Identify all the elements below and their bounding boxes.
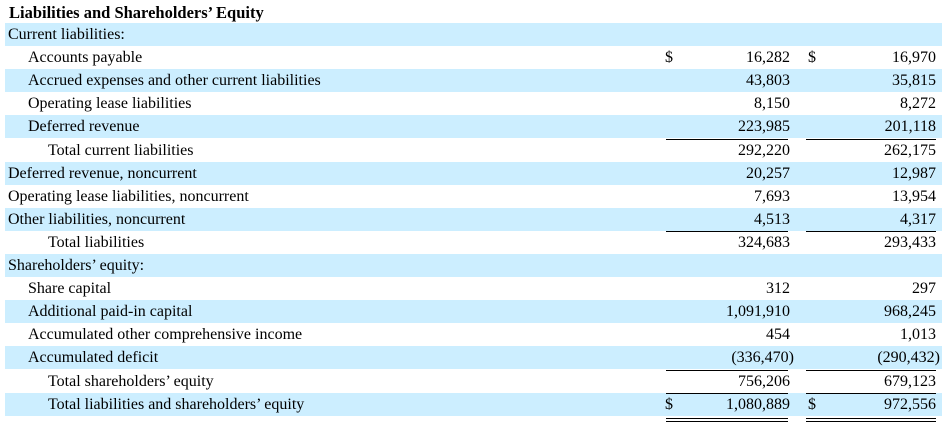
- row-label: Total liabilities and shareholders’ equi…: [48, 396, 305, 413]
- row-label: Accrued expenses and other current liabi…: [28, 72, 321, 89]
- table-row: Accounts payable $ 16,282 $ 16,970: [5, 46, 942, 69]
- table-row: Other liabilities, noncurrent 4,513 4,31…: [5, 208, 942, 231]
- value-current-year: 1,091,910: [726, 303, 790, 320]
- value-prior-year: 679,123: [884, 373, 936, 390]
- subtotal-rule: [806, 393, 936, 394]
- table-row: Total liabilities and shareholders’ equi…: [5, 393, 942, 416]
- value-current-year: 223,985: [738, 118, 790, 135]
- row-label: Other liabilities, noncurrent: [8, 211, 186, 228]
- section-title: Liabilities and Shareholders’ Equity: [9, 3, 264, 22]
- value-prior-year: (290,432): [877, 349, 940, 366]
- subtotal-rule: [806, 231, 936, 232]
- value-current-year: 7,693: [754, 188, 790, 205]
- value-prior-year: 16,970: [892, 49, 936, 66]
- table-row: Total current liabilities 292,220 262,17…: [5, 139, 942, 162]
- total-double-rule: [806, 418, 936, 422]
- subtotal-rule: [806, 370, 936, 371]
- value-current-year: 8,150: [754, 95, 790, 112]
- row-label: Current liabilities:: [8, 26, 125, 43]
- row-label: Deferred revenue, noncurrent: [8, 165, 197, 182]
- value-prior-year: 1,013: [900, 326, 936, 343]
- value-current-year: 292,220: [738, 142, 790, 159]
- table-row: Deferred revenue, noncurrent 20,257 12,9…: [5, 162, 942, 185]
- table-row: Current liabilities:: [5, 23, 942, 46]
- value-prior-year: 35,815: [892, 72, 936, 89]
- value-prior-year: 13,954: [892, 188, 936, 205]
- currency-symbol: $: [808, 49, 816, 66]
- table-row: Accumulated other comprehensive income 4…: [5, 323, 942, 346]
- value-prior-year: 972,556: [884, 396, 936, 413]
- value-current-year: 4,513: [754, 211, 790, 228]
- value-current-year: 454: [766, 326, 790, 343]
- value-current-year: 312: [766, 280, 790, 297]
- value-prior-year: 4,317: [900, 211, 936, 228]
- subtotal-rule: [666, 231, 788, 232]
- subtotal-rule: [666, 370, 788, 371]
- value-prior-year: 968,245: [884, 303, 936, 320]
- table-row: Additional paid-in capital 1,091,910 968…: [5, 300, 942, 323]
- row-label: Accumulated other comprehensive income: [28, 326, 303, 343]
- value-current-year: 324,683: [738, 234, 790, 251]
- value-current-year: 20,257: [746, 165, 790, 182]
- currency-symbol: $: [808, 396, 816, 413]
- value-prior-year: 12,987: [892, 165, 936, 182]
- subtotal-rule: [666, 139, 788, 140]
- row-label: Operating lease liabilities, noncurrent: [8, 188, 249, 205]
- row-label: Accumulated deficit: [28, 349, 159, 366]
- value-prior-year: 293,433: [884, 234, 936, 251]
- row-label: Operating lease liabilities: [28, 95, 192, 112]
- row-label: Shareholders’ equity:: [8, 257, 145, 274]
- row-label: Total shareholders’ equity: [48, 373, 214, 390]
- table-row: Total liabilities 324,683 293,433: [5, 231, 942, 254]
- row-label: Total current liabilities: [48, 142, 194, 159]
- table-row: Accumulated deficit (336,470) (290,432): [5, 346, 942, 369]
- subtotal-rule: [666, 393, 788, 394]
- row-label: Share capital: [28, 280, 112, 297]
- value-prior-year: 262,175: [884, 142, 936, 159]
- table-row: Shareholders’ equity:: [5, 254, 942, 277]
- currency-symbol: $: [665, 49, 673, 66]
- total-double-rule: [666, 418, 788, 422]
- value-prior-year: 8,272: [900, 95, 936, 112]
- value-current-year: 16,282: [746, 49, 790, 66]
- table-row: Operating lease liabilities 8,150 8,272: [5, 92, 942, 115]
- value-current-year: (336,470): [731, 349, 794, 366]
- table-row: Total shareholders’ equity 756,206 679,1…: [5, 370, 942, 393]
- value-prior-year: 297: [912, 280, 936, 297]
- value-current-year: 1,080,889: [726, 396, 790, 413]
- value-current-year: 756,206: [738, 373, 790, 390]
- value-prior-year: 201,118: [884, 118, 936, 135]
- row-label: Total liabilities: [48, 234, 145, 251]
- table-row: Share capital 312 297: [5, 277, 942, 300]
- row-label: Accounts payable: [28, 49, 143, 66]
- currency-symbol: $: [665, 396, 673, 413]
- table-row: Deferred revenue 223,985 201,118: [5, 115, 942, 138]
- table-row: Accrued expenses and other current liabi…: [5, 69, 942, 92]
- value-current-year: 43,803: [746, 72, 790, 89]
- subtotal-rule: [806, 139, 936, 140]
- table-row: Operating lease liabilities, noncurrent …: [5, 185, 942, 208]
- row-label: Deferred revenue: [28, 118, 140, 135]
- row-label: Additional paid-in capital: [28, 303, 193, 320]
